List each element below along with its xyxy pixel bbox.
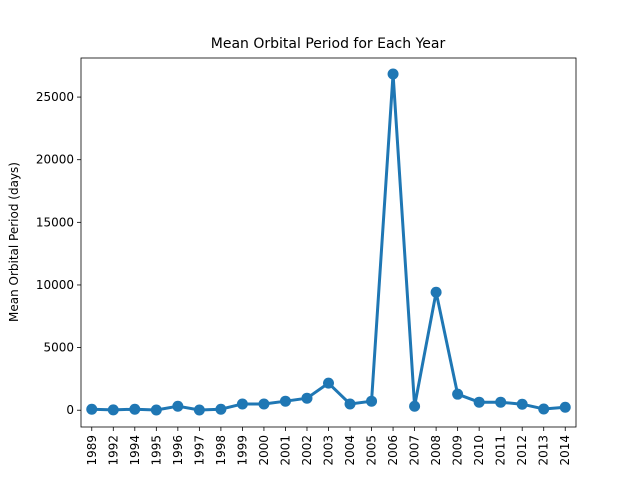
x-tick-label: 2006 bbox=[386, 435, 400, 466]
x-tick-label: 2013 bbox=[537, 435, 551, 466]
x-tick-label: 1999 bbox=[235, 435, 249, 466]
x-tick-label: 2005 bbox=[365, 435, 379, 466]
point bbox=[495, 396, 507, 408]
x-tick-label: 1997 bbox=[192, 435, 206, 466]
x-tick-label: 2010 bbox=[472, 435, 486, 466]
y-tick-label: 0 bbox=[66, 403, 74, 417]
y-axis-label: Mean Orbital Period (days) bbox=[7, 162, 21, 322]
point bbox=[452, 388, 464, 400]
x-tick-label: 1996 bbox=[171, 435, 185, 466]
y-tick-label: 20000 bbox=[36, 153, 74, 167]
x-tick-label: 1992 bbox=[106, 435, 120, 466]
axes-frame bbox=[80, 57, 577, 428]
point bbox=[473, 396, 485, 408]
point bbox=[236, 398, 248, 410]
point bbox=[129, 403, 141, 415]
x-tick-label: 1995 bbox=[149, 435, 163, 466]
point bbox=[387, 68, 399, 80]
x-tick-label: 1989 bbox=[85, 435, 99, 466]
x-tick-label: 2000 bbox=[257, 435, 271, 466]
point bbox=[150, 404, 162, 416]
y-tick-label: 5000 bbox=[43, 341, 74, 355]
point bbox=[258, 398, 270, 410]
point bbox=[538, 403, 550, 415]
x-tick-label: 1994 bbox=[128, 435, 142, 466]
x-tick-label: 2012 bbox=[515, 435, 529, 466]
point bbox=[323, 377, 334, 389]
y-tick-label: 25000 bbox=[36, 90, 74, 104]
point bbox=[279, 395, 291, 407]
x-tick-label: 2003 bbox=[322, 435, 336, 466]
point bbox=[107, 404, 119, 416]
plot-area: 0 5000 10000 15000 20000 25000 1989 1992 1994 199… bbox=[36, 68, 572, 466]
x-tick-label: 2007 bbox=[408, 435, 422, 466]
x-tick-label: 1998 bbox=[214, 435, 228, 466]
point bbox=[516, 398, 528, 410]
y-tick-label: 10000 bbox=[36, 278, 74, 292]
point bbox=[344, 398, 356, 410]
point bbox=[301, 392, 313, 404]
chart-title: Mean Orbital Period for Each Year bbox=[211, 36, 446, 52]
x-tick-label: 2004 bbox=[343, 435, 357, 466]
x-tick-label: 2009 bbox=[451, 435, 465, 466]
point bbox=[366, 395, 378, 407]
x-tick-label: 2001 bbox=[278, 435, 292, 466]
y-tick-label: 15000 bbox=[36, 215, 74, 229]
x-tick-label: 2002 bbox=[300, 435, 314, 466]
x-tick-label: 2011 bbox=[494, 435, 508, 466]
point bbox=[215, 403, 227, 415]
x-tick-label: 2014 bbox=[558, 435, 572, 466]
x-tick-label: 2008 bbox=[429, 435, 443, 466]
point bbox=[172, 400, 184, 412]
point bbox=[86, 403, 98, 415]
point bbox=[559, 401, 571, 413]
point bbox=[430, 286, 442, 298]
line bbox=[91, 72, 566, 412]
point bbox=[193, 404, 205, 416]
point bbox=[409, 400, 421, 412]
